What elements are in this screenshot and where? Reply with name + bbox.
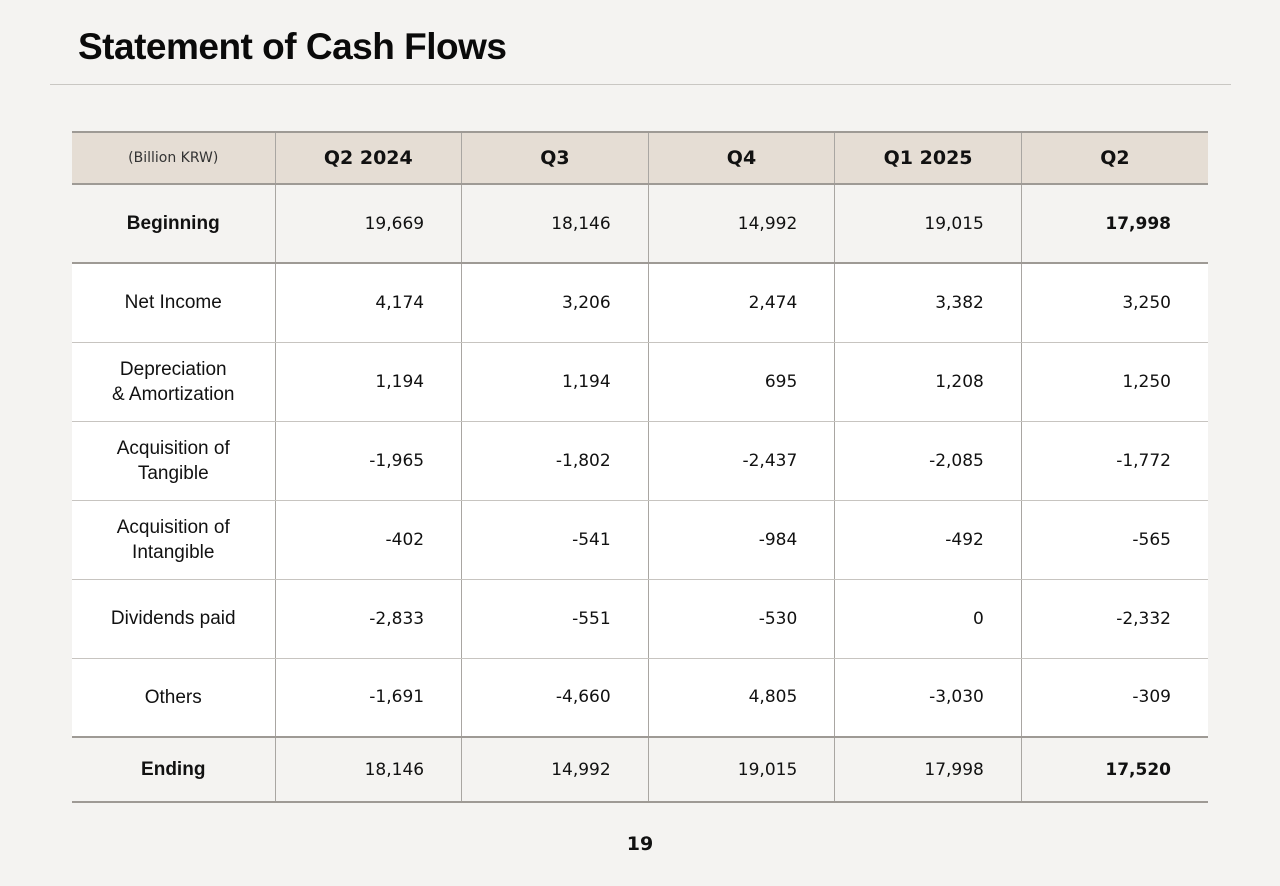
cell-value: 0 (834, 579, 1022, 659)
cash-flow-table: (Billion KRW) Q2 2024 Q3 Q4 Q1 2025 Q2 B… (72, 131, 1208, 803)
cell-value: 17,998 (1020, 184, 1208, 264)
row-label: Dividends paid (72, 579, 276, 659)
cell-value: -492 (834, 500, 1022, 580)
cell-value: 18,146 (274, 736, 463, 803)
cell-value: -402 (274, 500, 463, 580)
table-header-row: (Billion KRW) Q2 2024 Q3 Q4 Q1 2025 Q2 (72, 131, 1208, 185)
cell-value: 14,992 (461, 736, 649, 803)
cell-value: 695 (647, 342, 836, 422)
cell-value: 3,250 (1020, 263, 1208, 343)
table-row-ending: Ending 18,146 14,992 19,015 17,998 17,52… (72, 736, 1208, 803)
table-row-beginning: Beginning 19,669 18,146 14,992 19,015 17… (72, 184, 1208, 264)
cell-value: -530 (647, 579, 836, 659)
page-number: 19 (626, 833, 654, 855)
table-row-acquisition-intangible: Acquisition of Intangible -402 -541 -984 … (72, 500, 1208, 580)
column-header: Q2 2024 (274, 131, 463, 185)
cell-value: -984 (647, 500, 836, 580)
row-label: Depreciation & Amortization (72, 342, 276, 422)
cell-value: 17,998 (834, 736, 1022, 803)
row-label: Acquisition of Tangible (72, 421, 276, 501)
cell-value: -1,691 (274, 658, 463, 738)
column-header: Q2 (1020, 131, 1208, 185)
row-label: Ending (72, 736, 276, 803)
table-row-depreciation: Depreciation & Amortization 1,194 1,194 6… (72, 342, 1208, 422)
column-header: Q4 (647, 131, 836, 185)
cell-value: -565 (1020, 500, 1208, 580)
cell-value: 1,194 (274, 342, 463, 422)
row-label: Others (72, 658, 276, 738)
cell-value: -2,332 (1020, 579, 1208, 659)
cell-value: -541 (461, 500, 649, 580)
cell-value: 19,015 (647, 736, 836, 803)
table-row-others: Others -1,691 -4,660 4,805 -3,030 -309 (72, 658, 1208, 738)
column-header: Q1 2025 (834, 131, 1022, 185)
cell-value: 17,520 (1020, 736, 1208, 803)
row-label: Beginning (72, 184, 276, 264)
cell-value: 4,174 (274, 263, 463, 343)
cell-value: -1,772 (1020, 421, 1208, 501)
row-label: Acquisition of Intangible (72, 500, 276, 580)
cell-value: -309 (1020, 658, 1208, 738)
cell-value: 19,015 (834, 184, 1022, 264)
cell-value: 3,382 (834, 263, 1022, 343)
table-row-dividends: Dividends paid -2,833 -551 -530 0 -2,332 (72, 579, 1208, 659)
page-title: Statement of Cash Flows (78, 26, 507, 67)
title-divider (50, 84, 1231, 85)
cell-value: 19,669 (274, 184, 463, 264)
cell-value: -2,437 (647, 421, 836, 501)
cell-value: -1,965 (274, 421, 463, 501)
cell-value: 1,250 (1020, 342, 1208, 422)
cell-value: 18,146 (461, 184, 649, 264)
cell-value: 1,208 (834, 342, 1022, 422)
unit-label: (Billion KRW) (72, 131, 276, 185)
cell-value: 14,992 (647, 184, 836, 264)
cell-value: -2,085 (834, 421, 1022, 501)
cell-value: 1,194 (461, 342, 649, 422)
column-header: Q3 (461, 131, 649, 185)
cell-value: -1,802 (461, 421, 649, 501)
cell-value: -2,833 (274, 579, 463, 659)
cell-value: -551 (461, 579, 649, 659)
cell-value: -4,660 (461, 658, 649, 738)
cell-value: 4,805 (647, 658, 836, 738)
cell-value: -3,030 (834, 658, 1022, 738)
cell-value: 2,474 (647, 263, 836, 343)
table-row-net-income: Net Income 4,174 3,206 2,474 3,382 3,250 (72, 263, 1208, 343)
row-label: Net Income (72, 263, 276, 343)
cell-value: 3,206 (461, 263, 649, 343)
table-row-acquisition-tangible: Acquisition of Tangible -1,965 -1,802 -2,… (72, 421, 1208, 501)
